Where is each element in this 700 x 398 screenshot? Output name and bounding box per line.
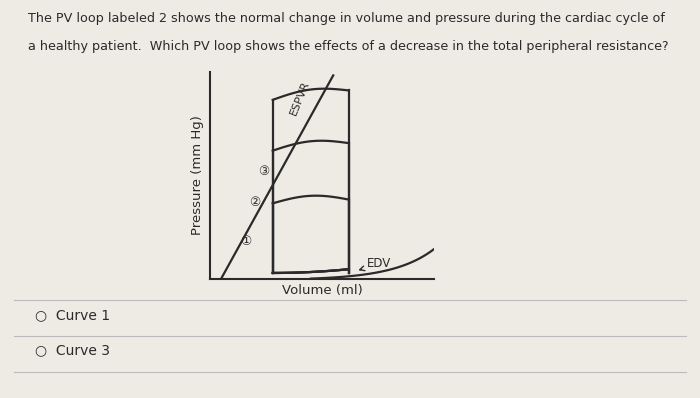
X-axis label: Volume (ml): Volume (ml) (281, 284, 363, 297)
Text: The PV loop labeled 2 shows the normal change in volume and pressure during the : The PV loop labeled 2 shows the normal c… (28, 12, 665, 25)
Text: ①: ① (240, 235, 251, 248)
Text: a healthy patient.  Which PV loop shows the effects of a decrease in the total p: a healthy patient. Which PV loop shows t… (28, 40, 668, 53)
Text: EDV: EDV (360, 258, 391, 271)
Y-axis label: Pressure (mm Hg): Pressure (mm Hg) (191, 115, 204, 235)
Text: ○  Curve 1: ○ Curve 1 (35, 308, 110, 322)
Text: ②: ② (249, 196, 260, 209)
Text: ESPVR: ESPVR (288, 79, 311, 117)
Text: ③: ③ (258, 165, 270, 178)
Text: ○  Curve 3: ○ Curve 3 (35, 343, 110, 357)
